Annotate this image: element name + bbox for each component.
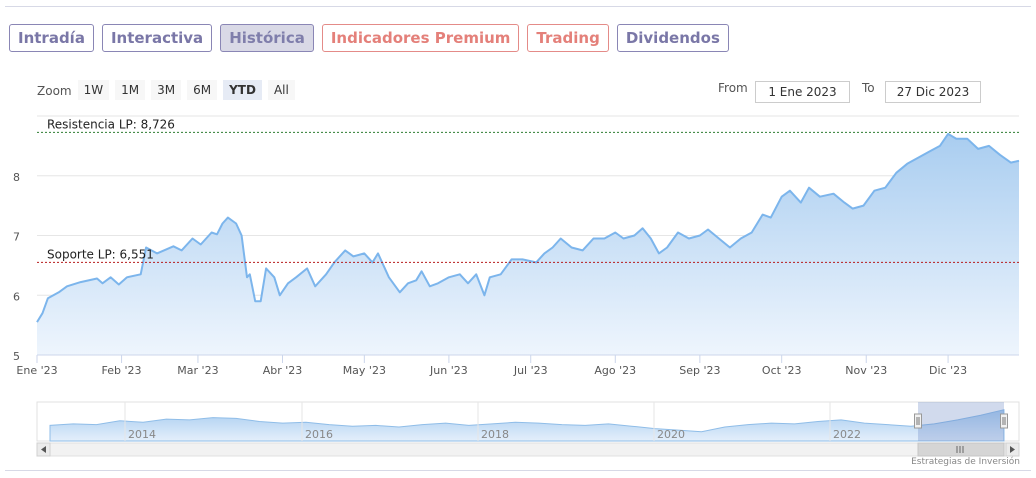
navigator-year-label: 2018 <box>481 428 509 441</box>
tab-interactiva[interactable]: Interactiva <box>101 24 213 52</box>
price-area <box>36 132 1020 355</box>
navigator-year-label: 2022 <box>833 428 861 441</box>
navigator-area <box>49 409 1005 442</box>
annotations: Resistencia LP: 8,726 Soporte LP: 6,551 <box>37 117 1019 263</box>
zoom-all-button[interactable]: All <box>267 80 295 100</box>
x-tick-label: Jun '23 <box>429 364 468 377</box>
zoom-1w-button[interactable]: 1W <box>77 80 110 100</box>
to-label: To <box>862 81 875 95</box>
navigator-right-handle[interactable] <box>1000 413 1008 429</box>
zoom-label: Zoom <box>37 84 72 98</box>
navigator-year-label: 2016 <box>305 428 333 441</box>
zoom-bar: Zoom 1W 1M 3M 6M YTD All <box>37 80 301 100</box>
y-axis: 5 6 7 8 <box>13 171 20 363</box>
navigator-left-handle[interactable] <box>914 413 922 429</box>
x-axis: Ene '23 Feb '23 Mar '23 Abr '23 May '23 Jun '… <box>16 354 1019 377</box>
support-label: Soporte LP: 6,551 <box>47 247 154 261</box>
x-tick-label: Abr '23 <box>263 364 303 377</box>
x-tick-label: Ene '23 <box>16 364 57 377</box>
chart-tabs: Intradía Interactiva Histórica Indicador… <box>9 24 737 54</box>
x-tick-label: Dic '23 <box>929 364 967 377</box>
navigator-selection <box>918 402 1004 441</box>
x-tick-label: May '23 <box>343 364 386 377</box>
x-tick-label: Ago '23 <box>594 364 636 377</box>
y-tick-label: 6 <box>13 290 20 303</box>
zoom-1m-button[interactable]: 1M <box>115 80 146 100</box>
navigator-scrollbar-track <box>36 442 1020 457</box>
zoom-3m-button[interactable]: 3M <box>151 80 182 100</box>
x-tick-label: Mar '23 <box>177 364 218 377</box>
navigator-scrollbar-thumb[interactable] <box>917 442 1005 457</box>
from-date-input[interactable]: 1 Ene 2023 <box>755 81 850 103</box>
from-label: From <box>718 81 748 95</box>
zoom-6m-button[interactable]: 6M <box>187 80 218 100</box>
navigator-year-label: 2020 <box>657 428 685 441</box>
tab-trading[interactable]: Trading <box>527 24 609 52</box>
tab-historica[interactable]: Histórica <box>220 24 314 52</box>
navigator-year-label: 2014 <box>128 428 156 441</box>
price-area-fill <box>37 133 1019 355</box>
resistance-label: Resistencia LP: 8,726 <box>47 117 175 131</box>
x-tick-label: Feb '23 <box>102 364 142 377</box>
x-tick-label: Sep '23 <box>679 364 720 377</box>
y-tick-label: 7 <box>13 231 20 244</box>
tab-dividendos[interactable]: Dividendos <box>616 24 729 52</box>
top-divider <box>5 6 1031 7</box>
chart-credit: Estrategias de Inversión <box>911 457 1020 467</box>
tab-intradia[interactable]: Intradía <box>9 24 94 52</box>
bottom-divider <box>5 470 1031 471</box>
x-tick-label: Nov '23 <box>845 364 887 377</box>
y-tick-label: 5 <box>13 350 20 363</box>
zoom-ytd-button[interactable]: YTD <box>223 80 262 100</box>
x-tick-label: Jul '23 <box>513 364 548 377</box>
navigator: 2014 2016 2018 2020 2022 <box>36 401 1020 457</box>
y-tick-label: 8 <box>13 171 20 184</box>
scroll-left-arrow-icon <box>41 446 46 453</box>
tab-indicadores-premium[interactable]: Indicadores Premium <box>321 24 520 52</box>
scroll-right-arrow-icon <box>1010 446 1015 453</box>
price-line <box>36 132 1020 323</box>
x-tick-label: Oct '23 <box>762 364 802 377</box>
to-date-input[interactable]: 27 Dic 2023 <box>885 81 981 103</box>
